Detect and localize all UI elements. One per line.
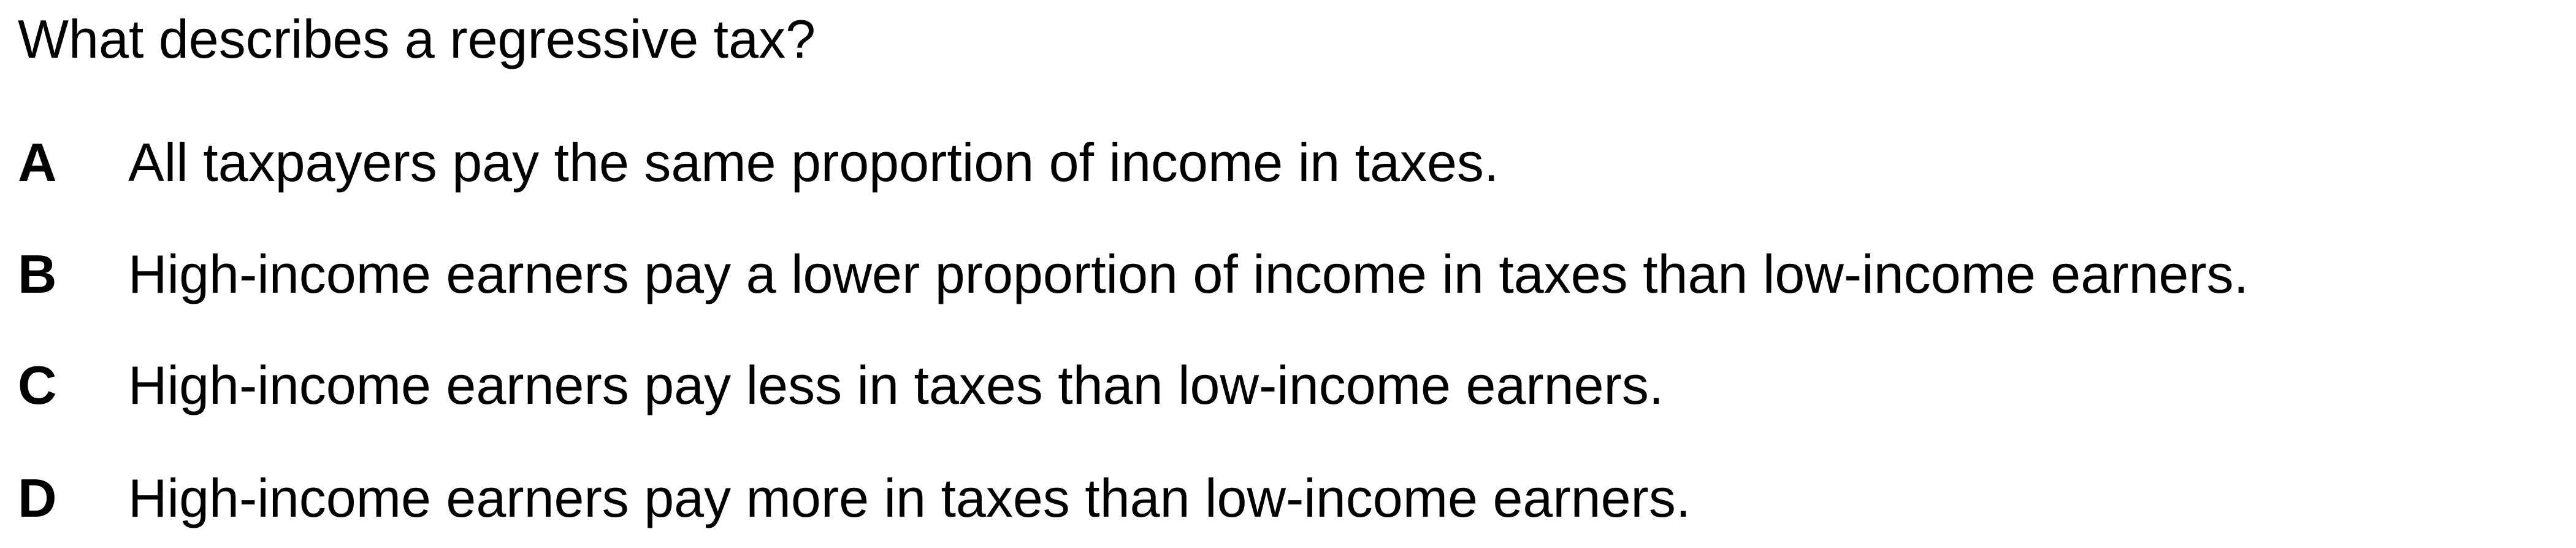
option-letter: D	[18, 468, 57, 528]
option-letter: C	[18, 355, 57, 415]
option-letter: B	[18, 244, 57, 304]
option-text: High-income earners pay a lower proporti…	[128, 244, 2249, 304]
option-text: High-income earners pay more in taxes th…	[128, 468, 1691, 528]
question-text: What describes a regressive tax?	[18, 9, 816, 69]
option-text: High-income earners pay less in taxes th…	[128, 355, 1664, 415]
option-letter: A	[18, 132, 57, 193]
option-text: All taxpayers pay the same proportion of…	[128, 132, 1499, 193]
